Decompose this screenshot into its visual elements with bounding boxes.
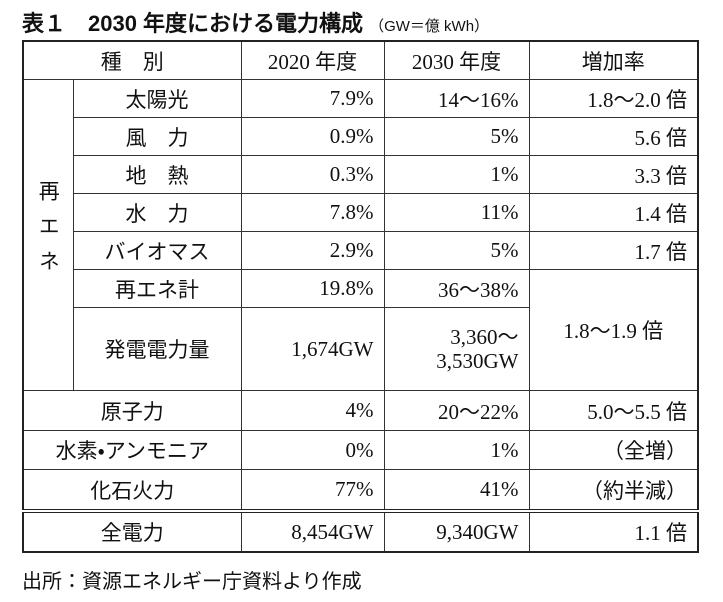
header-row: 種 別 2020 年度 2030 年度 増加率 xyxy=(22,40,699,80)
row: 原子力 4% 20～22% 5.0～5.5 倍 xyxy=(22,390,699,431)
title-block: 表１ 2030 年度における電力構成 （GW＝億 kWh） xyxy=(22,6,489,38)
header-cell: 増加率 xyxy=(528,40,699,80)
cell: 1,674GW xyxy=(240,307,385,391)
title: 表１ 2030 年度における電力構成 xyxy=(22,11,364,36)
cell: 1.1 倍 xyxy=(528,509,699,553)
cell: 2.9% xyxy=(240,231,385,270)
row: 水 力 7.8% 11% 1.4 倍 xyxy=(23,193,699,232)
cell: 9,340GW xyxy=(383,509,530,553)
cell: 8,454GW xyxy=(240,509,385,553)
cell: 0% xyxy=(240,430,385,470)
cell: 1.8～1.9 倍 xyxy=(528,269,699,391)
row: バイオマス 2.9% 5% 1.7 倍 xyxy=(23,231,699,270)
cell: 7.8% xyxy=(240,193,385,232)
cell: 1.7 倍 xyxy=(528,231,699,270)
header-cell: 2030 年度 xyxy=(383,40,530,80)
cell: 1.8～2.0 倍 xyxy=(528,79,699,118)
cell: 19.8% xyxy=(240,269,385,308)
row: 水素・アンモニア 0% 1% （全増） xyxy=(22,430,699,470)
cell: 4% xyxy=(240,390,385,431)
cell: 5.6 倍 xyxy=(528,117,699,156)
source: 出所：資源エネルギー庁資料より作成 xyxy=(22,571,362,593)
cell: 5.0～5.5 倍 xyxy=(528,390,699,431)
total-row: 全電力 8,454GW 9,340GW 1.1 倍 xyxy=(22,509,699,553)
name-cell: 原子力 xyxy=(22,390,242,431)
cell: 0.3% xyxy=(240,155,385,194)
row: 地 熱 0.3% 1% 3.3 倍 xyxy=(23,155,699,194)
table: 種 別 2020 年度 2030 年度 増加率 再エネ 太陽光 7.9% 14～… xyxy=(22,40,699,553)
cell: 1% xyxy=(383,155,530,194)
cell: 7.9% xyxy=(240,79,385,118)
cell: 77% xyxy=(240,469,385,512)
cell: 5% xyxy=(383,231,530,270)
cell: （約半減） xyxy=(528,469,699,512)
row: 化石火力 77% 41% （約半減） xyxy=(22,469,699,512)
group-cell: 再エネ xyxy=(22,79,74,391)
name-cell: 地 熱 xyxy=(72,155,242,194)
cell: 0.9% xyxy=(240,117,385,156)
cell: 36～38% xyxy=(383,269,530,308)
header-cell: 2020 年度 xyxy=(240,40,385,80)
header-cell: 種 別 xyxy=(22,40,242,80)
cell: 41% xyxy=(383,469,530,512)
row: 発電電力量 1,674GW 3,360～ 3,530GW xyxy=(23,307,698,391)
cell: 3.3 倍 xyxy=(528,155,699,194)
cell: 3,360～ 3,530GW xyxy=(383,307,530,391)
cell: 1% xyxy=(383,430,530,470)
row: 再エネ 太陽光 7.9% 14～16% 1.8～2.0 倍 xyxy=(22,79,699,391)
cell: 14～16% xyxy=(383,79,530,118)
unit: （GW＝億 kWh） xyxy=(369,18,490,35)
cell: 20～22% xyxy=(383,390,530,431)
name-cell: 太陽光 xyxy=(72,79,242,118)
name-cell: 発電電力量 xyxy=(72,307,242,391)
name-cell: 水素・アンモニア xyxy=(22,430,242,470)
name-cell: バイオマス xyxy=(72,231,242,270)
cell: （全増） xyxy=(528,430,699,470)
name-cell: 風 力 xyxy=(72,117,242,156)
name-cell: 再エネ計 xyxy=(72,269,242,308)
group-label: 再エネ xyxy=(36,179,61,285)
row: 再エネ計 19.8% 36～38% 1.8～1.9 倍 xyxy=(23,269,699,391)
name-cell: 水 力 xyxy=(72,193,242,232)
cell: 5% xyxy=(383,117,530,156)
cell: 11% xyxy=(383,193,530,232)
cell: 1.4 倍 xyxy=(528,193,699,232)
name-cell: 全電力 xyxy=(22,509,242,553)
name-cell: 化石火力 xyxy=(22,469,242,512)
row: 風 力 0.9% 5% 5.6 倍 xyxy=(23,117,699,156)
